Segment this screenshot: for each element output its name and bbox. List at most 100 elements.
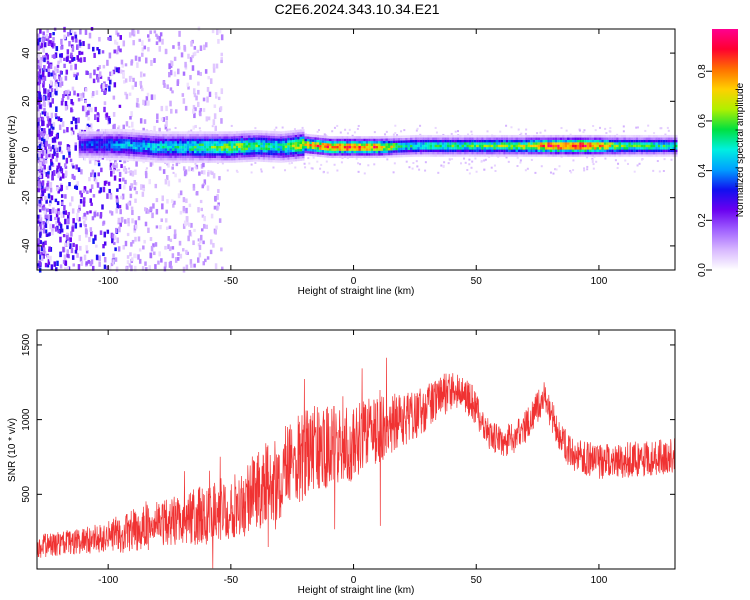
heatmap-cell (270, 145, 273, 148)
heatmap-cell (50, 161, 53, 166)
heatmap-cell (87, 43, 91, 50)
heatmap-cell (39, 217, 43, 223)
heatmap-cell (189, 145, 192, 149)
heatmap-cell (93, 153, 96, 156)
heatmap-cell (316, 137, 320, 140)
heatmap-cell (667, 142, 671, 145)
heatmap-cell (638, 144, 641, 148)
heatmap-cell (169, 133, 173, 137)
heatmap-cell (252, 137, 256, 141)
heatmap-cell (564, 144, 568, 148)
heatmap-cell (569, 154, 572, 157)
heatmap-cell (38, 79, 42, 85)
heatmap-cell (142, 154, 146, 158)
heatmap-cell (576, 134, 580, 138)
heatmap-cell (392, 145, 396, 148)
heatmap-cell (178, 162, 181, 165)
heatmap-cell (85, 232, 88, 238)
heatmap-cell (582, 131, 585, 134)
heatmap-cell (608, 154, 612, 157)
heatmap-cell (569, 169, 572, 172)
heatmap-cell (329, 143, 332, 146)
heatmap-cell (329, 150, 332, 154)
heatmap-cell (370, 143, 374, 146)
heatmap-cell (61, 121, 65, 127)
heatmap-cell (154, 140, 158, 144)
heatmap-cell (623, 134, 626, 138)
heatmap-cell (88, 131, 92, 134)
heatmap-cell (346, 145, 349, 149)
heatmap-cell (346, 136, 349, 139)
heatmap-cell (157, 136, 160, 139)
heatmap-cell (463, 146, 467, 150)
heatmap-cell (218, 155, 222, 159)
heatmap-cell (441, 151, 445, 155)
heatmap-cell (277, 138, 280, 142)
heatmap-cell (356, 148, 359, 151)
chart-title: C2E6.2024.343.10.34.E21 (274, 1, 439, 17)
heatmap-cell (100, 87, 104, 92)
heatmap-cell (250, 147, 253, 150)
heatmap-cell (181, 138, 185, 142)
heatmap-cell (405, 144, 408, 148)
heatmap-cell (289, 149, 293, 153)
heatmap-cell (279, 136, 283, 139)
heatmap-cell (192, 104, 196, 110)
heatmap-cell (648, 151, 651, 155)
heatmap-cell (96, 182, 100, 188)
heatmap-cell (304, 143, 307, 146)
heatmap-cell (554, 149, 558, 153)
heatmap-cell (257, 132, 261, 136)
heatmap-cell (46, 254, 50, 259)
heatmap-cell (451, 151, 455, 155)
heatmap-cell (412, 137, 415, 141)
heatmap-cell (375, 148, 379, 151)
heatmap-cell (662, 139, 666, 143)
heatmap-cell (586, 142, 590, 145)
heatmap-cell (279, 148, 283, 151)
heatmap-cell (135, 134, 138, 138)
heatmap-cell (292, 134, 295, 138)
heatmap-cell (471, 144, 474, 148)
heatmap-cell (218, 133, 222, 137)
heatmap-cell (140, 135, 143, 138)
heatmap-cell (645, 144, 649, 148)
heatmap-cell (311, 139, 315, 142)
heatmap-cell (199, 237, 202, 244)
heatmap-cell (124, 63, 128, 67)
heatmap-cell (282, 138, 285, 141)
heatmap-cell (336, 124, 339, 127)
heatmap-cell (267, 145, 271, 148)
heatmap-cell (503, 151, 506, 155)
heatmap-cell (616, 133, 619, 136)
heatmap-cell (154, 150, 158, 154)
heatmap-cell (466, 144, 469, 148)
heatmap-cell (338, 140, 342, 144)
heatmap-cell (176, 256, 180, 261)
heatmap-cell (652, 146, 656, 150)
heatmap-cell (405, 152, 408, 155)
heatmap-cell (122, 153, 126, 156)
heatmap-cell (132, 40, 135, 46)
heatmap-cell (613, 142, 617, 145)
heatmap-cell (439, 149, 442, 153)
heatmap-cell (481, 146, 484, 150)
heatmap-cell (351, 148, 354, 151)
heatmap-cell (206, 131, 209, 134)
heatmap-cell (267, 152, 271, 156)
heatmap-cell (83, 143, 87, 146)
heatmap-cell (235, 140, 239, 144)
heatmap-cell (628, 134, 631, 138)
heatmap-cell (486, 137, 489, 140)
heatmap-cell (171, 246, 175, 250)
heatmap-cell (530, 151, 533, 155)
heatmap-cell (434, 149, 438, 153)
heatmap-cell (284, 152, 288, 156)
heatmap-cell (252, 135, 256, 138)
heatmap-cell (147, 152, 150, 155)
heatmap-cell (162, 148, 165, 151)
heatmap-cell (367, 164, 370, 167)
heatmap-cell (216, 160, 219, 163)
heatmap-cell (277, 133, 280, 137)
heatmap-cell (594, 154, 597, 157)
